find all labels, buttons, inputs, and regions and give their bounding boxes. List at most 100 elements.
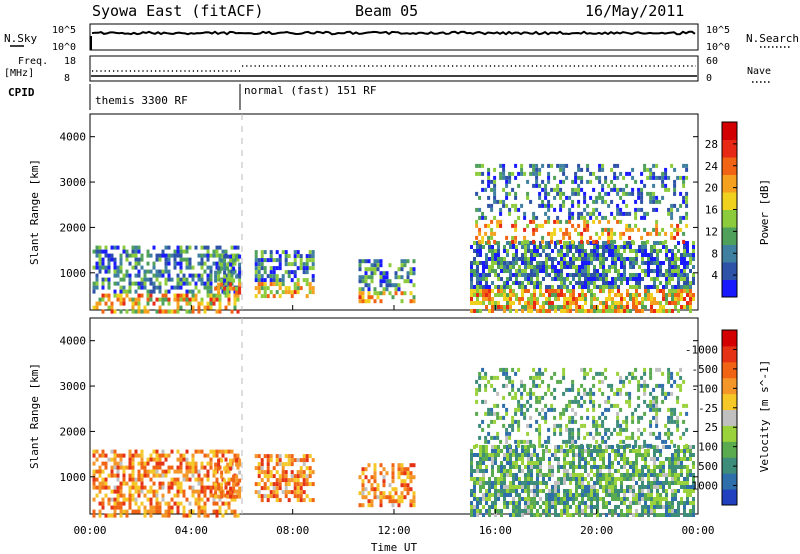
scatter-cell — [514, 419, 518, 424]
scatter-cell — [370, 503, 374, 508]
scatter-cell — [275, 494, 279, 499]
scatter-cell — [188, 289, 192, 294]
scatter-cell — [616, 207, 620, 212]
scatter-cell — [128, 501, 132, 506]
scatter-cell — [667, 187, 671, 192]
scatter-cell — [650, 505, 653, 509]
scatter-cell — [623, 245, 626, 249]
scatter-cell — [650, 469, 653, 473]
scatter-cell — [554, 493, 557, 497]
scatter-cell — [388, 495, 392, 500]
scatter-cell — [545, 241, 548, 245]
scatter-cell — [592, 211, 596, 216]
scatter-cell — [590, 253, 593, 257]
scatter-cell — [367, 287, 371, 292]
scatter-cell — [500, 469, 503, 473]
scatter-cell — [613, 175, 617, 180]
scatter-cell — [590, 465, 593, 469]
scatter-cell — [569, 489, 572, 493]
scatter-cell — [581, 449, 584, 453]
scatter-cell — [116, 297, 120, 302]
scatter-cell — [668, 501, 671, 505]
scatter-cell — [254, 258, 258, 263]
scatter-cell — [557, 261, 560, 265]
scatter-cell — [686, 281, 689, 285]
scatter-cell — [629, 505, 632, 509]
scatter-cell — [581, 249, 584, 253]
scatter-cell — [229, 262, 233, 267]
scatter-cell — [158, 253, 162, 258]
scatter-cell — [481, 427, 485, 432]
scatter-cell — [532, 367, 536, 372]
scatter-cell — [584, 309, 587, 313]
scatter-cell — [613, 239, 617, 244]
scatter-cell — [296, 290, 300, 295]
scatter-cell — [506, 261, 509, 265]
scatter-cell — [113, 473, 117, 478]
scatter-cell — [194, 281, 198, 286]
scatter-cell — [394, 491, 398, 496]
scatter-cell — [620, 509, 623, 513]
scatter-cell — [367, 503, 371, 508]
scatter-cell — [503, 309, 506, 313]
scatter-cell — [502, 187, 506, 192]
scatter-cell — [668, 473, 671, 477]
scatter-cell — [595, 215, 599, 220]
scatter-cell — [287, 270, 291, 275]
scatter-cell — [581, 501, 584, 505]
scatter-cell — [524, 477, 527, 481]
scatter-cell — [638, 497, 641, 501]
scatter-cell — [185, 301, 189, 306]
scatter-cell — [679, 191, 683, 196]
scatter-cell — [586, 203, 590, 208]
scatter-cell — [400, 491, 404, 496]
scatter-cell — [644, 461, 647, 465]
scatter-cell — [596, 465, 599, 469]
scatter-cell — [556, 239, 560, 244]
scatter-cell — [113, 309, 117, 314]
scatter-cell — [554, 445, 557, 449]
scatter-cell — [113, 453, 117, 458]
scatter-cell — [502, 415, 506, 420]
scatter-cell — [131, 265, 135, 270]
scatter-cell — [152, 509, 156, 514]
scatter-cell — [670, 407, 674, 412]
scatter-cell — [518, 301, 521, 305]
scatter-cell — [284, 258, 288, 263]
scatter-cell — [140, 253, 144, 258]
scatter-cell — [596, 469, 599, 473]
scatter-cell — [221, 285, 225, 290]
scatter-cell — [293, 482, 297, 487]
scatter-cell — [548, 297, 551, 301]
scatter-cell — [581, 481, 584, 485]
scatter-cell — [644, 289, 647, 293]
scatter-cell — [197, 501, 201, 506]
scatter-cell — [263, 474, 267, 479]
scatter-cell — [527, 449, 530, 453]
scatter-cell — [590, 293, 593, 297]
scatter-cell — [497, 477, 500, 481]
time-tick-label: 16:00 — [479, 524, 512, 537]
scatter-cell — [563, 493, 566, 497]
scatter-cell — [566, 469, 569, 473]
scatter-cell — [604, 215, 608, 220]
scatter-cell — [188, 469, 192, 474]
scatter-cell — [547, 203, 551, 208]
scatter-cell — [254, 274, 258, 279]
scatter-cell — [671, 505, 674, 509]
colorbar-tick-label: -100 — [692, 382, 719, 395]
scatter-cell — [412, 259, 416, 264]
scatter-cell — [509, 289, 512, 293]
scatter-cell — [655, 423, 659, 428]
scatter-cell — [101, 461, 105, 466]
scatter-cell — [511, 387, 515, 392]
scatter-cell — [511, 423, 515, 428]
scatter-cell — [487, 203, 491, 208]
scatter-cell — [644, 497, 647, 501]
scatter-cell — [269, 282, 273, 287]
scatter-cell — [515, 249, 518, 253]
scatter-cell — [182, 473, 186, 478]
scatter-cell — [502, 163, 506, 168]
scatter-cell — [167, 465, 171, 470]
scatter-cell — [614, 245, 617, 249]
